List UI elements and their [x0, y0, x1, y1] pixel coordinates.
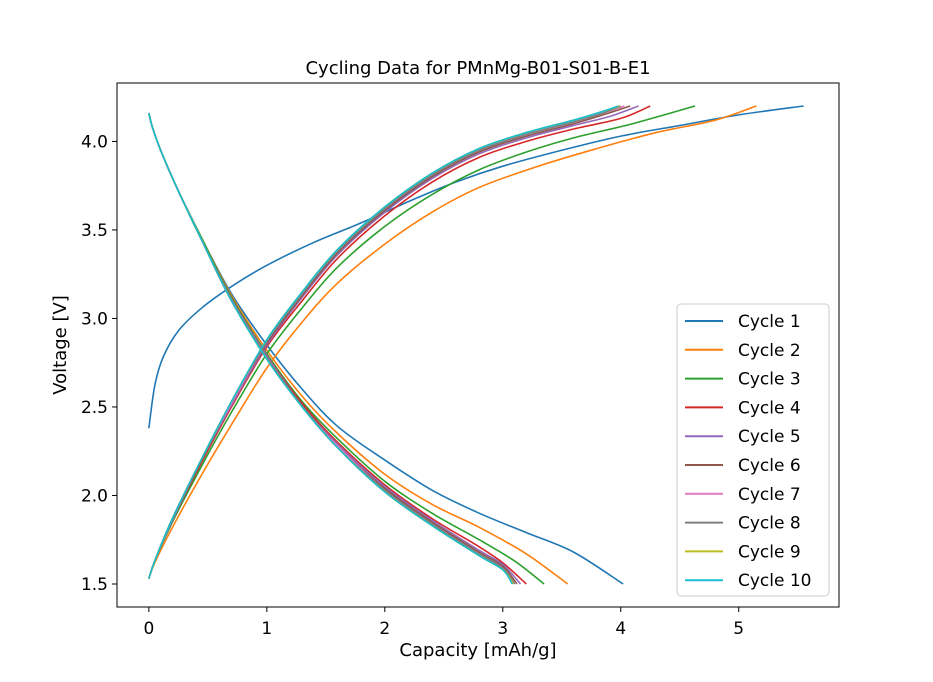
legend-label: Cycle 9	[738, 542, 801, 562]
x-tick-label: 2	[379, 619, 390, 639]
series-6-discharge-line	[148, 112, 518, 585]
x-tick-label: 5	[733, 619, 744, 639]
x-axis-ticks: 0 1 2 3 4 5	[143, 607, 744, 639]
y-tick-label: 3.0	[81, 309, 108, 329]
series-2-charge-line	[148, 105, 757, 579]
legend-label: Cycle 3	[738, 370, 801, 390]
axes-layer	[116, 82, 840, 608]
legend-label: Cycle 6	[738, 456, 801, 476]
x-tick-label: 0	[143, 619, 154, 639]
series-7-charge-line	[148, 105, 625, 579]
legend: Cycle 1 Cycle 2 Cycle 3 Cycle 4 Cycle 5 Cycle…	[676, 303, 830, 597]
series-4-charge-line	[148, 105, 651, 579]
y-axis-label: Voltage [V]	[50, 295, 71, 395]
legend-label: Cycle 4	[738, 398, 801, 418]
series-layer	[148, 105, 804, 585]
y-tick-label: 4.0	[81, 132, 108, 152]
plot-frame	[116, 82, 840, 608]
series-3-discharge-line	[148, 112, 545, 585]
legend-label: Cycle 10	[738, 571, 812, 591]
series-6-charge-line	[148, 105, 631, 579]
series-1-discharge-line	[148, 112, 624, 585]
legend-label: Cycle 5	[738, 427, 801, 447]
series-10-charge-line	[148, 105, 619, 579]
x-axis-label: Capacity [mAh/g]	[399, 640, 556, 661]
legend-label: Cycle 7	[738, 485, 801, 505]
y-tick-label: 2.0	[81, 486, 108, 506]
series-5-charge-line	[148, 105, 639, 579]
series-9-discharge-line	[148, 112, 515, 585]
series-5-discharge-line	[148, 112, 522, 585]
series-10-discharge-line	[148, 112, 513, 585]
series-3-charge-line	[148, 105, 696, 579]
series-9-charge-line	[148, 105, 620, 579]
legend-label: Cycle 2	[738, 341, 801, 361]
y-tick-label: 3.5	[81, 221, 108, 241]
y-tick-label: 1.5	[81, 575, 108, 595]
x-tick-label: 4	[615, 619, 626, 639]
series-1-charge-line	[148, 105, 804, 429]
x-tick-label: 1	[261, 619, 272, 639]
y-axis-ticks: 1.5 2.0 2.5 3.0 3.5 4.0	[81, 132, 117, 595]
series-8-discharge-line	[148, 112, 516, 585]
chart-title: Cycling Data for PMnMg-B01-S01-B-E1	[305, 58, 650, 79]
series-8-charge-line	[148, 105, 622, 579]
legend-label: Cycle 8	[738, 514, 801, 534]
x-tick-label: 3	[497, 619, 508, 639]
legend-label: Cycle 1	[738, 312, 801, 332]
series-4-discharge-line	[148, 112, 527, 585]
series-7-discharge-line	[148, 112, 516, 585]
series-2-discharge-line	[148, 112, 569, 585]
y-tick-label: 2.5	[81, 398, 108, 418]
